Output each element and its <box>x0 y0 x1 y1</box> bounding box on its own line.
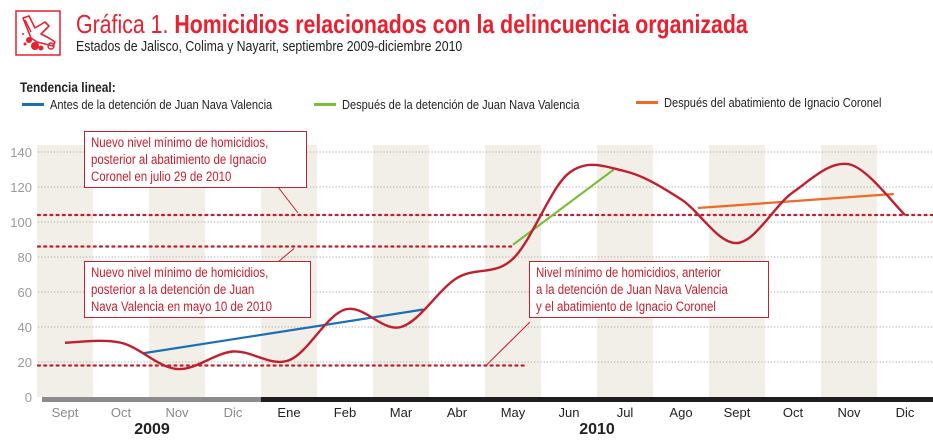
x-tick-label: Oct <box>111 405 132 420</box>
legend-label: Antes de la detención de Juan Nava Valen… <box>50 97 273 112</box>
legend-item-after-coronel: Después del abatimiento de Ignacio Coron… <box>636 95 920 110</box>
month-band <box>821 145 877 397</box>
x-tick-label: May <box>501 405 526 420</box>
y-tick-label: 140 <box>10 145 32 160</box>
x-tick-label: Abr <box>447 405 468 420</box>
homicide-series-line <box>64 162 906 371</box>
legend-label: Después de la detención de Juan Nava Val… <box>342 97 580 112</box>
month-band <box>373 145 429 397</box>
x-tick-label: Sept <box>52 405 79 420</box>
year-label: 2010 <box>579 421 615 438</box>
trend-line <box>143 308 424 355</box>
legend-item-before-nava: Antes de la detención de Juan Nava Valen… <box>22 97 311 112</box>
year-label: 2009 <box>134 421 170 438</box>
callout-line: Coronel en julio 29 de 2010 <box>91 169 232 184</box>
callout-line: Nuevo nivel mínimo de homicidios, <box>91 135 269 150</box>
callout-leader <box>485 321 531 366</box>
y-tick-label: 60 <box>18 285 32 300</box>
x-tick-label: Ago <box>669 405 692 420</box>
x-tick-label: Oct <box>783 405 804 420</box>
y-tick-label: 0 <box>25 390 32 405</box>
legend-label: Después del abatimiento de Ignacio Coron… <box>664 95 882 110</box>
callout-coronel-level: Nuevo nivel mínimo de homicidios, poster… <box>84 131 307 188</box>
x-tick-label: Jul <box>617 405 634 420</box>
callout-line: Nava Valencia en mayo 10 de 2010 <box>91 299 272 314</box>
x-tick-label: Dic <box>224 405 243 420</box>
title-lead: Gráfica 1. <box>76 9 169 39</box>
year-bar-2009 <box>42 397 261 402</box>
x-tick-label: Nov <box>165 405 189 420</box>
callout-line: posterior al abatimiento de Ignacio <box>91 152 267 167</box>
callout-leader <box>277 186 299 214</box>
y-tick-label: 40 <box>18 320 32 335</box>
x-tick-label: Nov <box>837 405 861 420</box>
legend-swatch-green <box>314 103 336 106</box>
callout-prior-level: Nivel mínimo de homicidios, anterior a l… <box>529 261 769 318</box>
x-tick-label: Feb <box>334 405 356 420</box>
title-main: Homicidios relacionados con la delincuen… <box>174 9 748 39</box>
y-tick-label: 100 <box>10 215 32 230</box>
legend-title: Tendencia lineal: <box>20 79 116 95</box>
legend-item-after-nava: Después de la detención de Juan Nava Val… <box>314 97 621 112</box>
crime-scene-body-icon <box>15 10 61 56</box>
y-tick-label: 120 <box>10 180 32 195</box>
x-tick-label: Dic <box>896 405 915 420</box>
x-tick-label: Ene <box>277 405 300 420</box>
x-tick-label: Mar <box>390 405 413 420</box>
callout-line: Nivel mínimo de homicidios, anterior <box>536 265 721 280</box>
y-tick-label: 20 <box>18 355 32 370</box>
callout-leader <box>277 248 295 263</box>
trend-line <box>512 168 615 246</box>
year-bar-2010 <box>261 397 933 402</box>
callout-line: y el abatimiento de Ignacio Coronel <box>536 299 716 314</box>
callout-line: Nuevo nivel mínimo de homicidios, <box>91 265 269 280</box>
legend-swatch-orange <box>636 101 658 104</box>
callout-line: a la detención de Juan Nava Valencia <box>536 282 728 297</box>
trend-line <box>697 192 894 210</box>
chart-title: Gráfica 1. Homicidios relacionados con l… <box>76 8 748 40</box>
chart-subtitle: Estados de Jalisco, Colima y Nayarit, se… <box>76 38 463 55</box>
y-tick-label: 80 <box>18 250 32 265</box>
callout-nava-level: Nuevo nivel mínimo de homicidios, poster… <box>84 261 311 318</box>
callout-line: posterior a la detención de Juan <box>91 282 255 297</box>
x-tick-label: Sept <box>724 405 751 420</box>
x-tick-label: Jun <box>559 405 580 420</box>
legend-swatch-blue <box>22 103 44 106</box>
